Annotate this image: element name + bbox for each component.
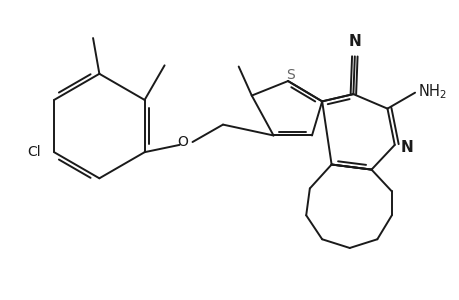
Text: N: N [400, 140, 412, 155]
Text: O: O [177, 135, 187, 149]
Text: NH$_2$: NH$_2$ [417, 82, 446, 100]
Text: N: N [348, 34, 360, 49]
Text: Cl: Cl [28, 145, 41, 159]
Text: S: S [286, 68, 295, 82]
